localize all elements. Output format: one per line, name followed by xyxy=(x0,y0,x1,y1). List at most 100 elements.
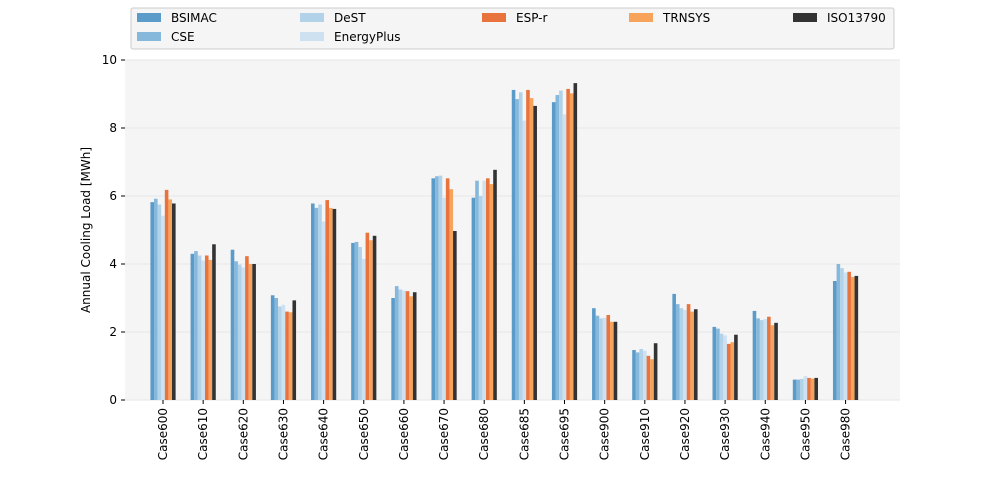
bar-energyplus xyxy=(201,260,205,400)
bar-energyplus xyxy=(723,335,727,400)
y-axis-title: Annual Cooling Load [MWh] xyxy=(79,147,93,313)
bar-dest xyxy=(639,349,644,400)
bar-esp-r xyxy=(365,232,370,400)
bar-iso13790 xyxy=(493,169,497,400)
bar-dest xyxy=(800,378,804,400)
legend: BSIMAC CSE DeST EnergyPlus ESP-r TRNSYS ISO137… xyxy=(130,7,895,50)
bar-iso13790 xyxy=(734,334,738,400)
bar-cse xyxy=(555,95,560,401)
bar-esp-r xyxy=(847,271,851,400)
bar-cse xyxy=(435,176,439,400)
bar-trnsys xyxy=(489,184,494,400)
bar-iso13790 xyxy=(292,300,297,400)
legend-swatch xyxy=(629,13,653,22)
bar-trnsys xyxy=(369,240,373,400)
bar-energyplus xyxy=(843,272,848,400)
bar-cse xyxy=(234,261,238,400)
bar-cse xyxy=(394,286,399,400)
legend-box xyxy=(130,7,895,50)
bar-bsimac xyxy=(311,203,315,400)
bar-cse xyxy=(274,298,279,400)
bar-iso13790 xyxy=(653,343,658,400)
bar-bsimac xyxy=(230,249,235,400)
bar-trnsys xyxy=(730,342,735,400)
y-tick-label: 8 xyxy=(109,121,117,135)
bar-trnsys xyxy=(650,359,654,400)
bar-esp-r xyxy=(245,256,249,400)
x-tick-label: Case950 xyxy=(798,408,812,460)
bar-bsimac xyxy=(270,295,275,400)
bar-trnsys xyxy=(690,311,694,400)
bar-iso13790 xyxy=(774,322,778,400)
bar-dest xyxy=(599,318,603,400)
bar-bsimac xyxy=(712,326,717,400)
legend-swatch xyxy=(137,32,161,41)
bar-esp-r xyxy=(526,89,530,401)
bar-iso13790 xyxy=(533,105,537,401)
bar-iso13790 xyxy=(212,244,216,400)
bar-dest xyxy=(518,92,523,401)
bar-bsimac xyxy=(511,89,516,401)
bar-bsimac xyxy=(792,379,797,400)
bar-esp-r xyxy=(767,316,771,400)
bar-esp-r xyxy=(686,304,691,400)
bar-dest xyxy=(759,320,764,400)
x-tick-label: Case685 xyxy=(517,408,531,460)
bar-esp-r xyxy=(726,343,731,400)
bar-trnsys xyxy=(810,378,815,400)
bar-cse xyxy=(194,251,198,400)
bar-cse xyxy=(675,304,680,400)
x-tick-label: Case900 xyxy=(598,408,612,460)
x-tick-label: Case920 xyxy=(678,408,692,460)
bar-trnsys xyxy=(529,98,534,400)
bar-energyplus xyxy=(602,317,607,400)
bar-trnsys xyxy=(449,189,454,400)
bar-cse xyxy=(635,352,640,400)
bar-iso13790 xyxy=(854,275,859,400)
bar-trnsys xyxy=(248,264,253,400)
bar-bsimac xyxy=(832,281,837,400)
x-tick-label: Case600 xyxy=(156,408,170,460)
axes: 0 2 4 6 8 10 Case600 Case610 Case620 Case630 Case6… xyxy=(102,53,853,460)
bar-bsimac xyxy=(632,350,636,400)
bar-trnsys xyxy=(569,93,574,400)
bar-bsimac xyxy=(551,102,556,400)
bar-iso13790 xyxy=(332,208,337,400)
bar-iso13790 xyxy=(412,292,417,400)
x-tick-label: Case670 xyxy=(437,408,451,460)
y-tick-label: 2 xyxy=(109,325,117,339)
y-tick-label: 10 xyxy=(102,53,117,67)
bar-iso13790 xyxy=(814,377,819,400)
bar-cse xyxy=(595,315,600,400)
bar-dest xyxy=(478,196,483,400)
bar-dest xyxy=(358,247,362,400)
bar-iso13790 xyxy=(573,83,578,401)
bar-bsimac xyxy=(471,197,476,400)
bar-energyplus xyxy=(402,290,406,400)
legend-label: EnergyPlus xyxy=(334,30,400,44)
bar-energyplus xyxy=(643,350,647,400)
x-tick-label: Case640 xyxy=(317,408,331,460)
bar-cse xyxy=(716,328,720,400)
bar-esp-r xyxy=(405,291,410,400)
bar-esp-r xyxy=(325,200,330,400)
bar-bsimac xyxy=(672,293,676,400)
bar-energyplus xyxy=(361,258,366,400)
legend-swatch xyxy=(793,13,817,22)
bar-cse xyxy=(354,241,359,400)
x-tick-label: Case980 xyxy=(839,408,853,460)
bar-cse xyxy=(796,379,801,400)
bar-bsimac xyxy=(351,242,355,400)
bar-dest xyxy=(559,90,563,400)
x-tick-label: Case695 xyxy=(558,408,572,460)
x-tick-label: Case680 xyxy=(477,408,491,460)
x-tick-label: Case630 xyxy=(276,408,290,460)
legend-label: TRNSYS xyxy=(662,11,710,25)
bar-energyplus xyxy=(161,215,165,400)
legend-label: ISO13790 xyxy=(827,11,886,25)
bar-cse xyxy=(475,180,479,400)
bar-cse xyxy=(756,318,760,400)
bar-iso13790 xyxy=(172,203,176,400)
legend-swatch xyxy=(300,32,324,41)
